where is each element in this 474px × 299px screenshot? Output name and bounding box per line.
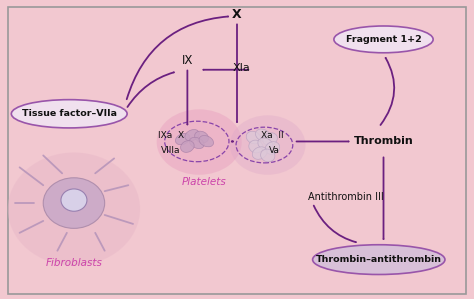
- Ellipse shape: [334, 26, 433, 53]
- Ellipse shape: [181, 141, 194, 152]
- Text: Va: Va: [269, 146, 280, 155]
- Text: Platelets: Platelets: [182, 177, 226, 187]
- Ellipse shape: [246, 131, 261, 144]
- Text: Thrombin–antithrombin: Thrombin–antithrombin: [316, 255, 442, 264]
- Ellipse shape: [195, 131, 208, 143]
- Text: Fragment 1+2: Fragment 1+2: [346, 35, 421, 44]
- Ellipse shape: [263, 133, 277, 145]
- Ellipse shape: [230, 115, 306, 175]
- Ellipse shape: [260, 149, 275, 162]
- Ellipse shape: [313, 245, 445, 274]
- Text: XIa: XIa: [233, 63, 251, 73]
- Text: Xa  II: Xa II: [261, 131, 284, 140]
- Ellipse shape: [176, 133, 189, 145]
- FancyArrowPatch shape: [314, 206, 356, 242]
- Ellipse shape: [8, 152, 140, 266]
- Text: X: X: [232, 7, 242, 21]
- Ellipse shape: [258, 138, 273, 150]
- Ellipse shape: [185, 129, 199, 141]
- Text: Antithrombin III: Antithrombin III: [308, 192, 383, 202]
- Ellipse shape: [256, 129, 270, 142]
- Ellipse shape: [249, 140, 263, 153]
- Ellipse shape: [190, 137, 204, 149]
- FancyArrowPatch shape: [127, 16, 228, 99]
- Ellipse shape: [11, 100, 127, 128]
- Ellipse shape: [43, 178, 105, 228]
- FancyArrowPatch shape: [381, 58, 394, 125]
- Ellipse shape: [61, 189, 87, 211]
- Text: IXa  X: IXa X: [158, 131, 184, 140]
- Ellipse shape: [252, 147, 267, 159]
- Ellipse shape: [200, 135, 213, 147]
- Ellipse shape: [156, 109, 242, 175]
- Text: Tissue factor–VIIa: Tissue factor–VIIa: [22, 109, 117, 118]
- Text: Fibroblasts: Fibroblasts: [46, 258, 102, 268]
- Ellipse shape: [265, 142, 280, 154]
- FancyArrowPatch shape: [128, 72, 174, 107]
- Text: Thrombin: Thrombin: [354, 135, 413, 146]
- Text: VIIIa: VIIIa: [161, 146, 181, 155]
- Text: IX: IX: [182, 54, 193, 67]
